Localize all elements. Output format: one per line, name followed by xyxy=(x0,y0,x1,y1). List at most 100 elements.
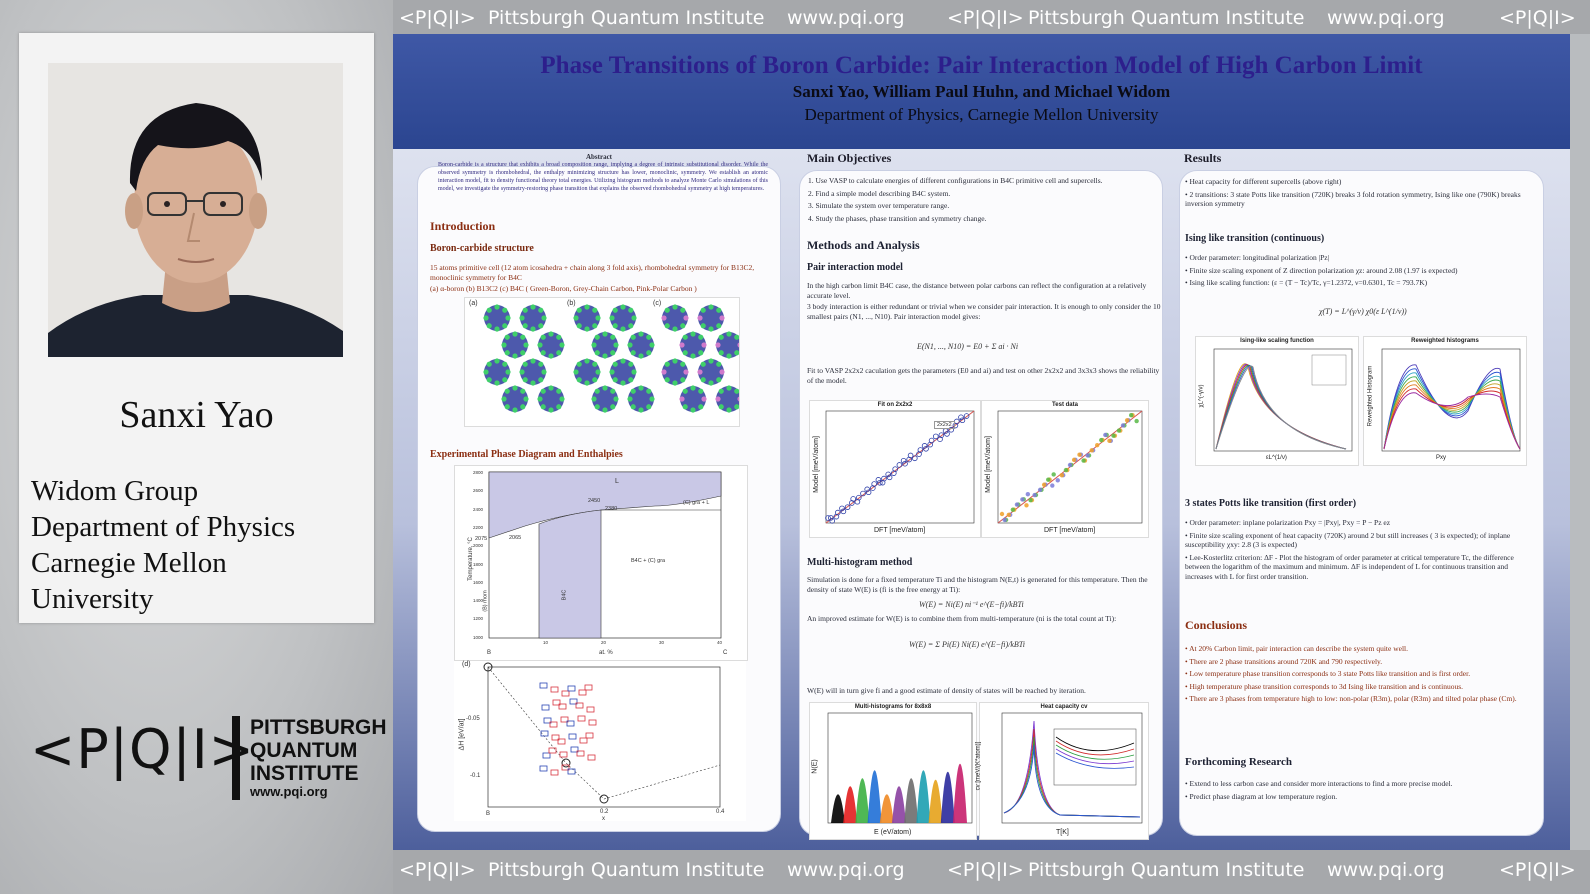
pair-text-2: 3 body interaction is either redundant o… xyxy=(807,302,1161,321)
forthcoming-item: • Extend to less carbon case and conside… xyxy=(1185,779,1453,788)
enthalpy-figure: (d) ΔH [eV/at] -0.05 -0.1 B 0.2 0.4 x xyxy=(454,661,746,822)
histogram-xlabel: E (eV/atom) xyxy=(874,829,912,836)
reweight-figure-title: Reweighted histograms xyxy=(1411,338,1479,344)
conclusion-item: • At 20% Carbon limit, pair interaction … xyxy=(1185,644,1408,653)
pqi-symbol: <P|Q|I> xyxy=(30,718,255,781)
fit-ylabel: Model [meV/atom] xyxy=(812,436,820,493)
enthalpy-plot xyxy=(483,662,721,808)
main-objectives-title: Main Objectives xyxy=(807,151,892,165)
enthalpy-xtick: 0.2 xyxy=(600,809,609,815)
conclusions-list: • At 20% Carbon limit, pair interaction … xyxy=(1185,644,1535,707)
conclusion-item: • Low temperature phase transition corre… xyxy=(1185,669,1471,678)
objective-item: 2. Find a simple model describing B4C sy… xyxy=(808,188,951,198)
phase-diagram-title: Experimental Phase Diagram and Enthalpie… xyxy=(430,449,623,460)
phase-xtick: 10 xyxy=(543,640,549,645)
phase-ytick: 2200 xyxy=(473,524,484,530)
logo-line: INSTITUTE xyxy=(250,762,359,785)
heat-capacity-plot xyxy=(1001,712,1143,824)
results-item: • Heat capacity for different supercells… xyxy=(1185,177,1342,186)
banner-url: www.pqi.org xyxy=(787,859,905,881)
temperature-label: 2380 xyxy=(605,506,618,512)
pair-text-3: Fit to VASP 2x2x2 caculation gets the pa… xyxy=(807,366,1160,385)
potts-item: • Lee-Kosterlitz criterion: ΔF - Plot th… xyxy=(1185,552,1514,581)
reweight-figure: Reweighted histograms Pxy Reweighted His… xyxy=(1363,336,1527,466)
pqi-wordmark: PITTSBURGH QUANTUM INSTITUTE xyxy=(250,716,387,785)
multi-text-2: An improved estimate for W(E) is to comb… xyxy=(807,614,1117,623)
banner-symbol: <P|Q|I> xyxy=(1499,859,1576,881)
scaling-plot xyxy=(1213,348,1353,452)
region-label: B4C xyxy=(561,589,568,601)
panel-label: (d) xyxy=(462,661,471,668)
banner-url: www.pqi.org xyxy=(787,7,905,29)
scaling-ylabel: χL^(-γ/ν) xyxy=(1198,384,1205,408)
abstract-title: Abstract xyxy=(585,153,613,161)
ising-item: • Ising like scaling function: (ε = (T −… xyxy=(1185,278,1428,287)
phase-diagram-plot xyxy=(488,471,722,639)
ising-list: • Order parameter: longitudinal polariza… xyxy=(1185,253,1535,291)
phase-xlabel-C: C xyxy=(723,650,728,656)
ising-equation: χ(T) = L^(γ/ν) χ0(ε L^(1/ν)) xyxy=(1319,307,1407,316)
region-label: (C) gra + L xyxy=(683,500,710,506)
reweight-xlabel: Pxy xyxy=(1436,455,1447,461)
test-ylabel: Model [meV/atom] xyxy=(984,436,992,493)
phase-ytick: 1400 xyxy=(473,598,484,604)
heat-capacity-figure: Heat capacity cv T[K] cv [meV/(K*atom)] xyxy=(975,702,1149,840)
bottom-banner: <P|Q|I> Pittsburgh Quantum Institute www… xyxy=(393,850,1590,894)
multi-text-3: W(E) will in turn give fi and a good est… xyxy=(807,686,1086,695)
top-banner: <P|Q|I> Pittsburgh Quantum Institute www… xyxy=(393,0,1590,34)
multi-histogram-title: Multi-histogram method xyxy=(807,557,913,568)
banner-symbol: <P|Q|I> xyxy=(399,859,476,881)
phase-ytick: 1200 xyxy=(473,616,484,622)
enthalpy-xlabel: x xyxy=(602,816,605,822)
logo-line: PITTSBURGH xyxy=(250,716,387,739)
forthcoming-item: • Predict phase diagram at low temperatu… xyxy=(1185,791,1338,801)
speaker-photo xyxy=(48,63,343,357)
ising-title: Ising like transition (continuous) xyxy=(1185,233,1325,244)
histogram-figure: Multi-histograms for 8x8x8 E (eV/atom) N… xyxy=(809,702,977,840)
banner-symbol: <P|Q|I> xyxy=(399,7,476,29)
phase-xtick: 40 xyxy=(717,640,723,645)
banner-symbol: <P|Q|I> xyxy=(947,7,1024,29)
panel-label: (c) xyxy=(653,300,662,307)
test-plot xyxy=(997,410,1143,524)
reweight-plot xyxy=(1381,348,1521,452)
side-label: (B) rhom xyxy=(482,590,489,612)
objectives-list: 1. Use VASP to calculate energies of dif… xyxy=(808,176,1158,226)
histogram-plot xyxy=(827,712,973,824)
affiliation-line: Widom Group xyxy=(31,475,199,507)
poster-column-left: Abstract Boron-carbide is a structure th… xyxy=(417,153,781,832)
phase-xlabel-B: B xyxy=(487,650,492,656)
logo-line: QUANTUM xyxy=(250,739,358,762)
enthalpy-xtick: B xyxy=(486,811,491,817)
affiliation-line: University xyxy=(31,583,154,615)
banner-symbol: <P|Q|I> xyxy=(947,859,1024,881)
abstract-text: Boron-carbide is a structure that exhibi… xyxy=(438,162,768,192)
temperature-label: 2075 xyxy=(475,536,488,542)
enthalpy-ylabel: ΔH [eV/at] xyxy=(458,718,466,751)
banner-institute: Pittsburgh Quantum Institute xyxy=(488,7,765,29)
forthcoming-title: Forthcoming Research xyxy=(1185,756,1293,768)
banner-url: www.pqi.org xyxy=(1327,859,1445,881)
conclusion-item: • High temperature phase transition corr… xyxy=(1185,681,1464,691)
phase-diagram-figure: L (C) gra + L B4C + (C) gra B4C 2450 238… xyxy=(454,465,748,661)
structure-caption: (a) α-boron (b) B13C2 (c) B4C ( Green-Bo… xyxy=(430,284,697,293)
potts-list: • Order parameter: inplane polarization … xyxy=(1185,518,1535,584)
pqi-logo: <P|Q|I> PITTSBURGH QUANTUM INSTITUTE www… xyxy=(26,712,387,804)
test-figure-title: Test data xyxy=(1052,402,1078,408)
phase-ytick: 1800 xyxy=(473,561,484,567)
objective-item: 3. Simulate the system over temperature … xyxy=(808,201,950,210)
results-list: • Heat capacity for different supercells… xyxy=(1185,177,1535,212)
methods-title: Methods and Analysis xyxy=(807,238,920,252)
multi-text-1: Simulation is done for a fixed temperatu… xyxy=(807,575,1148,594)
conclusion-item: • There are 2 phase transitions around 7… xyxy=(1185,656,1383,666)
phase-ytick: 2800 xyxy=(473,470,484,475)
conclusion-item: • There are 3 phases from temperature hi… xyxy=(1185,694,1517,703)
region-label: L xyxy=(615,478,619,485)
logo-url: www.pqi.org xyxy=(250,784,328,799)
scaling-xlabel: εL^(1/ν) xyxy=(1266,455,1287,461)
banner-institute: Pittsburgh Quantum Institute xyxy=(1028,7,1305,29)
ising-item: • Finite size scaling exponent of Z dire… xyxy=(1185,265,1458,275)
phase-ytick: 2000 xyxy=(473,543,484,549)
phase-ytick: 1000 xyxy=(473,634,484,640)
poster-column-right xyxy=(1179,170,1544,836)
